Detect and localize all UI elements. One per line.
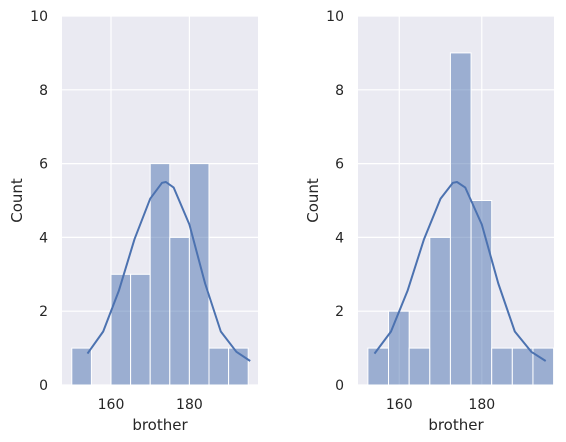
y-tick-label: 0: [335, 378, 344, 394]
kde-curve: [373, 181, 547, 362]
histogram-bar: [470, 200, 493, 386]
histogram-bar: [188, 163, 210, 386]
histogram-bar: [71, 347, 92, 386]
y-tick-label: 8: [39, 83, 48, 99]
x-tick-label: 180: [176, 397, 203, 413]
histogram-bar: [429, 236, 451, 386]
y-tick-label: 10: [30, 9, 48, 25]
histogram-bar: [532, 347, 555, 386]
x-tick-label: 160: [386, 397, 413, 413]
y-tick-label: 8: [335, 83, 344, 99]
y-tick-label: 2: [39, 304, 48, 320]
y-tick-label: 4: [39, 230, 48, 246]
kde-curve: [86, 181, 251, 362]
y-axis-label: Count: [304, 178, 322, 223]
y-tick-label: 2: [335, 304, 344, 320]
y-axis-label: Count: [8, 178, 26, 223]
histogram-bar: [367, 347, 390, 386]
histogram-bar: [208, 347, 230, 386]
x-tick-label: 160: [98, 397, 125, 413]
histogram-bar: [169, 236, 190, 386]
y-tick-label: 10: [326, 9, 344, 25]
histogram-bar: [449, 52, 472, 386]
x-tick-label: 180: [468, 397, 495, 413]
x-axis-label: brother: [132, 416, 188, 434]
histogram-bar: [511, 347, 534, 386]
histogram-panel-1: 0 2 4 6 8 10 160 180 brother Count: [8, 9, 258, 434]
histogram-bar: [408, 347, 431, 386]
y-tick-label: 0: [39, 378, 48, 394]
histogram-panel-2: 0 2 4 6 8 10 160 180 brother Count: [304, 9, 555, 434]
histogram-bar: [130, 273, 151, 386]
histogram-bar: [388, 310, 410, 386]
histogram-bar: [491, 347, 513, 386]
y-tick-label: 6: [335, 157, 344, 173]
y-tick-label: 4: [335, 230, 344, 246]
x-axis-label: brother: [428, 416, 484, 434]
y-tick-label: 6: [39, 157, 48, 173]
histogram-bar: [110, 273, 132, 386]
histogram-bar: [149, 163, 171, 386]
